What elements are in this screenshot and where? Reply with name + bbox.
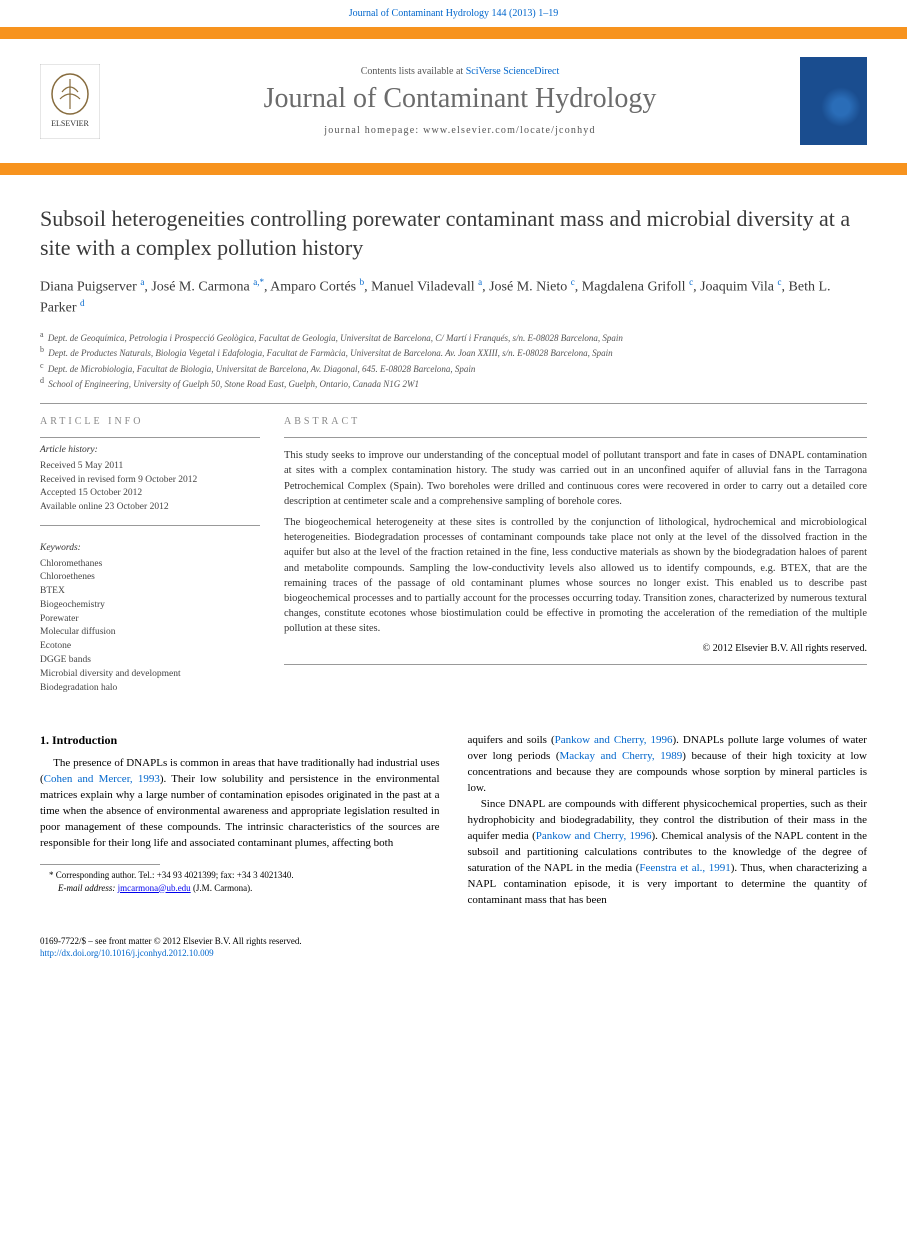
section-heading: 1. Introduction: [40, 733, 440, 748]
abstract: ABSTRACT This study seeks to improve our…: [284, 416, 867, 695]
availability-line: Contents lists available at SciVerse Sci…: [120, 66, 800, 77]
keyword: DGGE bands: [40, 654, 260, 668]
affiliation: a Dept. de Geoquímica, Petrologia i Pros…: [40, 329, 867, 345]
keyword: Biogeochemistry: [40, 599, 260, 613]
abstract-text: This study seeks to improve our understa…: [284, 448, 867, 637]
reference-link[interactable]: Cohen and Mercer, 1993: [44, 773, 160, 785]
article-content: Subsoil heterogeneities controlling pore…: [0, 175, 907, 929]
keyword: BTEX: [40, 585, 260, 599]
page-footer: 0169-7722/$ – see front matter © 2012 El…: [0, 929, 907, 980]
sciencedirect-link[interactable]: SciVerse ScienceDirect: [466, 66, 560, 77]
citation-text: Journal of Contaminant Hydrology 144 (20…: [349, 8, 558, 19]
email-link[interactable]: jmcarmona@ub.edu: [118, 883, 191, 893]
abstract-paragraph: This study seeks to improve our understa…: [284, 448, 867, 509]
article-title: Subsoil heterogeneities controlling pore…: [40, 205, 867, 262]
history-line: Accepted 15 October 2012: [40, 487, 260, 501]
column-left: 1. Introduction The presence of DNAPLs i…: [40, 733, 440, 908]
reference-link[interactable]: Feenstra et al., 1991: [639, 862, 730, 874]
article-info-heading: ARTICLE INFO: [40, 416, 260, 427]
article-info: ARTICLE INFO Article history: Received 5…: [40, 416, 260, 695]
email-note: E-mail address: jmcarmona@ub.edu (J.M. C…: [40, 882, 440, 895]
reference-link[interactable]: Pankow and Cherry, 1996: [536, 830, 652, 842]
history-line: Received 5 May 2011: [40, 460, 260, 474]
journal-banner: ELSEVIER Contents lists available at Sci…: [0, 27, 907, 175]
affiliation: b Dept. de Productes Naturals, Biologia …: [40, 344, 867, 360]
column-right: aquifers and soils (Pankow and Cherry, 1…: [468, 733, 868, 908]
elsevier-logo: ELSEVIER: [40, 64, 100, 139]
history-line: Available online 23 October 2012: [40, 501, 260, 515]
journal-name: Journal of Contaminant Hydrology: [120, 83, 800, 115]
divider: [40, 403, 867, 404]
doi-link[interactable]: http://dx.doi.org/10.1016/j.jconhyd.2012…: [40, 948, 214, 958]
banner-center: Contents lists available at SciVerse Sci…: [120, 66, 800, 136]
reference-link[interactable]: Pankow and Cherry, 1996: [555, 734, 673, 746]
history-line: Received in revised form 9 October 2012: [40, 474, 260, 488]
affiliation: d School of Engineering, University of G…: [40, 375, 867, 391]
footnote-rule: [40, 864, 160, 865]
article-history: Article history: Received 5 May 2011Rece…: [40, 444, 260, 515]
reference-link[interactable]: Mackay and Cherry, 1989: [560, 750, 683, 762]
keywords-label: Keywords:: [40, 542, 260, 556]
keyword: Porewater: [40, 613, 260, 627]
running-header: Journal of Contaminant Hydrology 144 (20…: [0, 0, 907, 27]
svg-text:ELSEVIER: ELSEVIER: [51, 119, 89, 128]
body-columns: 1. Introduction The presence of DNAPLs i…: [40, 733, 867, 908]
author-list: Diana Puigserver a, José M. Carmona a,*,…: [40, 276, 867, 319]
body-paragraph: The presence of DNAPLs is common in area…: [40, 756, 440, 852]
divider: [40, 525, 260, 526]
abstract-copyright: © 2012 Elsevier B.V. All rights reserved…: [284, 643, 867, 654]
journal-cover-thumb: [800, 57, 867, 145]
keyword: Biodegradation halo: [40, 682, 260, 696]
affiliation: c Dept. de Microbiologia, Facultat de Bi…: [40, 360, 867, 376]
abstract-paragraph: The biogeochemical heterogeneity at thes…: [284, 515, 867, 637]
divider: [284, 664, 867, 665]
keyword: Ecotone: [40, 640, 260, 654]
issn-line: 0169-7722/$ – see front matter © 2012 El…: [40, 935, 867, 948]
keyword: Microbial diversity and development: [40, 668, 260, 682]
corresponding-author-note: * Corresponding author. Tel.: +34 93 402…: [40, 869, 440, 882]
divider: [284, 437, 867, 438]
abstract-heading: ABSTRACT: [284, 416, 867, 427]
journal-homepage: journal homepage: www.elsevier.com/locat…: [120, 125, 800, 136]
divider: [40, 437, 260, 438]
history-label: Article history:: [40, 444, 260, 458]
affiliations: a Dept. de Geoquímica, Petrologia i Pros…: [40, 329, 867, 391]
body-paragraph: aquifers and soils (Pankow and Cherry, 1…: [468, 733, 868, 797]
body-paragraph: Since DNAPL are compounds with different…: [468, 797, 868, 909]
keyword: Chloroethenes: [40, 571, 260, 585]
keywords: Keywords: ChloromethanesChloroethenesBTE…: [40, 542, 260, 695]
keyword: Chloromethanes: [40, 558, 260, 572]
info-abstract-row: ARTICLE INFO Article history: Received 5…: [40, 416, 867, 695]
keyword: Molecular diffusion: [40, 626, 260, 640]
